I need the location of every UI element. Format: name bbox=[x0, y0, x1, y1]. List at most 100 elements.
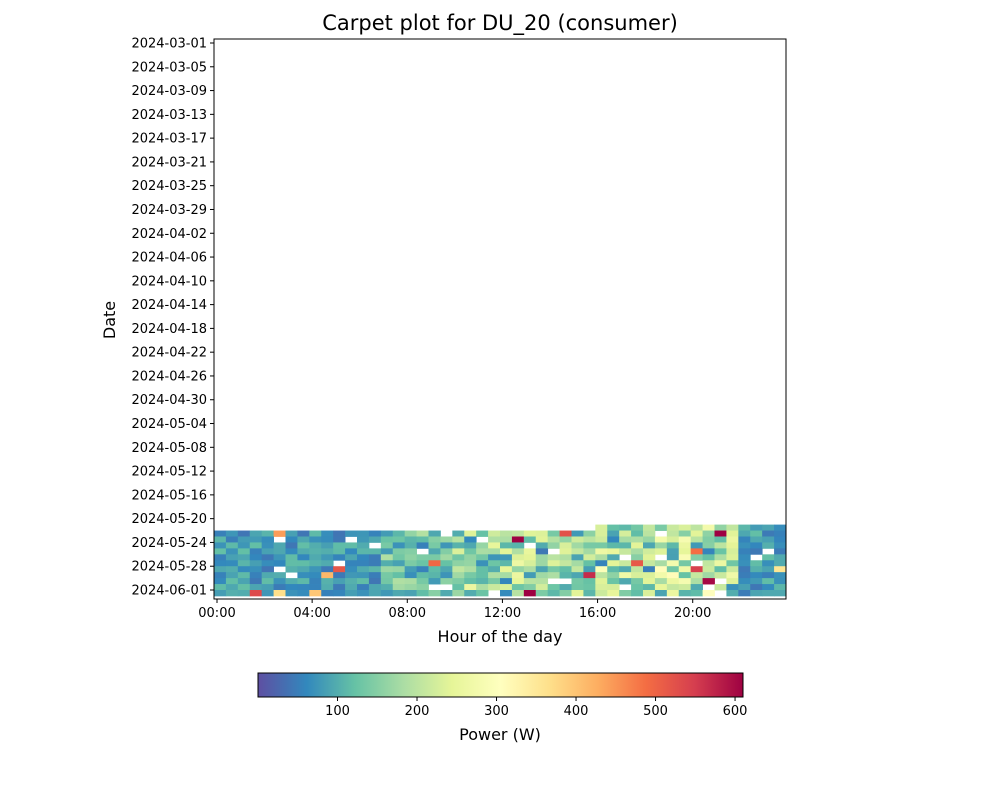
heatmap-cell bbox=[357, 536, 370, 543]
heatmap-cell bbox=[654, 572, 668, 579]
heatmap-cell bbox=[249, 578, 263, 585]
heatmap-cell bbox=[774, 548, 787, 555]
heatmap-cell bbox=[392, 542, 406, 549]
heatmap-cell bbox=[214, 590, 227, 597]
heatmap-cell bbox=[214, 578, 227, 585]
heatmap-cell bbox=[345, 572, 358, 579]
heatmap-cell bbox=[535, 560, 549, 567]
colorbar-label: Power (W) bbox=[459, 725, 541, 744]
heatmap-cell bbox=[488, 530, 501, 537]
heatmap-cell bbox=[357, 584, 370, 591]
heatmap-cell bbox=[237, 572, 251, 579]
heatmap-cell bbox=[261, 584, 274, 591]
heatmap-cell bbox=[452, 572, 465, 579]
heatmap-cell bbox=[416, 590, 429, 597]
heatmap-cell bbox=[464, 554, 477, 561]
heatmap-cell bbox=[643, 524, 656, 531]
heatmap-cell bbox=[440, 554, 453, 561]
heatmap-cell bbox=[416, 566, 429, 573]
heatmap-cell bbox=[440, 578, 453, 585]
heatmap-cell bbox=[535, 584, 549, 591]
heatmap-cell bbox=[523, 590, 537, 597]
heatmap-cell bbox=[571, 560, 584, 567]
heatmap-cell bbox=[297, 590, 310, 597]
heatmap-cell bbox=[488, 548, 501, 555]
heatmap-cell bbox=[607, 578, 620, 585]
heatmap-cell bbox=[392, 578, 406, 585]
heatmap-cell bbox=[345, 560, 358, 567]
heatmap-cell bbox=[368, 560, 382, 567]
x-axis-label: Hour of the day bbox=[438, 627, 563, 646]
heatmap-cell bbox=[500, 572, 513, 579]
heatmap-cell bbox=[273, 572, 286, 579]
heatmap-cell bbox=[392, 536, 406, 543]
heatmap-cell bbox=[225, 572, 239, 579]
heatmap-cell bbox=[297, 572, 310, 579]
heatmap-cell bbox=[654, 590, 668, 597]
heatmap-cell bbox=[571, 554, 584, 561]
heatmap-cell bbox=[654, 584, 668, 591]
heatmap-cell bbox=[631, 548, 644, 555]
heatmap-cell bbox=[404, 590, 417, 597]
heatmap-cell bbox=[500, 578, 513, 585]
heatmap-cell bbox=[380, 554, 394, 561]
heatmap-cell bbox=[666, 590, 680, 597]
heatmap-cell bbox=[559, 530, 572, 537]
heatmap-cell bbox=[702, 554, 715, 561]
heatmap-cell bbox=[273, 590, 286, 597]
heatmap-cell bbox=[357, 590, 370, 597]
heatmap-cell bbox=[297, 536, 310, 543]
heatmap-cell bbox=[440, 566, 453, 573]
heatmap-cell bbox=[357, 578, 370, 585]
heatmap-cell bbox=[690, 584, 703, 591]
heatmap-cell bbox=[225, 560, 239, 567]
colorbar-tick-label: 600 bbox=[723, 704, 748, 719]
heatmap-cell bbox=[261, 554, 274, 561]
heatmap-cell bbox=[404, 584, 417, 591]
heatmap-cell bbox=[488, 554, 501, 561]
heatmap-cell bbox=[643, 572, 656, 579]
heatmap-cell bbox=[774, 566, 787, 573]
y-tick-label: 2024-03-25 bbox=[131, 179, 207, 194]
heatmap-cell bbox=[750, 542, 763, 549]
heatmap-cell bbox=[607, 560, 620, 567]
heatmap-cell bbox=[309, 590, 322, 597]
heatmap-cell bbox=[464, 590, 477, 597]
heatmap-cell bbox=[345, 566, 358, 573]
heatmap-cell bbox=[416, 530, 429, 537]
heatmap-cell bbox=[559, 572, 572, 579]
heatmap-cell bbox=[297, 560, 310, 567]
heatmap-cell bbox=[595, 536, 608, 543]
heatmap-cell bbox=[535, 572, 549, 579]
heatmap-cell bbox=[237, 584, 251, 591]
heatmap-cell bbox=[285, 560, 298, 567]
heatmap-cell bbox=[273, 584, 286, 591]
heatmap-cell bbox=[428, 560, 441, 567]
heatmap-cell bbox=[511, 548, 525, 555]
heatmap-cell bbox=[452, 530, 465, 537]
heatmap-cell bbox=[428, 536, 441, 543]
heatmap-cell bbox=[666, 584, 680, 591]
heatmap-cell bbox=[321, 590, 334, 597]
heatmap-cell bbox=[285, 548, 298, 555]
heatmap-cell bbox=[511, 566, 525, 573]
heatmap-cell bbox=[774, 542, 787, 549]
heatmap-cell bbox=[750, 536, 763, 543]
heatmap-cell bbox=[571, 578, 584, 585]
heatmap-cell bbox=[750, 530, 763, 537]
heatmap-cell bbox=[595, 590, 608, 597]
heatmap-cell bbox=[654, 578, 668, 585]
heatmap-cell bbox=[738, 542, 751, 549]
heatmap-cell bbox=[500, 530, 513, 537]
heatmap-cell bbox=[619, 542, 632, 549]
heatmap-cell bbox=[690, 536, 703, 543]
heatmap-cell bbox=[762, 566, 775, 573]
heatmap-cell bbox=[523, 566, 537, 573]
heatmap-cell bbox=[666, 560, 680, 567]
heatmap-cell bbox=[643, 560, 656, 567]
heatmap-cell bbox=[583, 548, 596, 555]
heatmap-cell bbox=[738, 590, 751, 597]
heatmap-cell bbox=[702, 530, 715, 537]
heatmap-cell bbox=[762, 536, 775, 543]
heatmap-cell bbox=[666, 554, 680, 561]
